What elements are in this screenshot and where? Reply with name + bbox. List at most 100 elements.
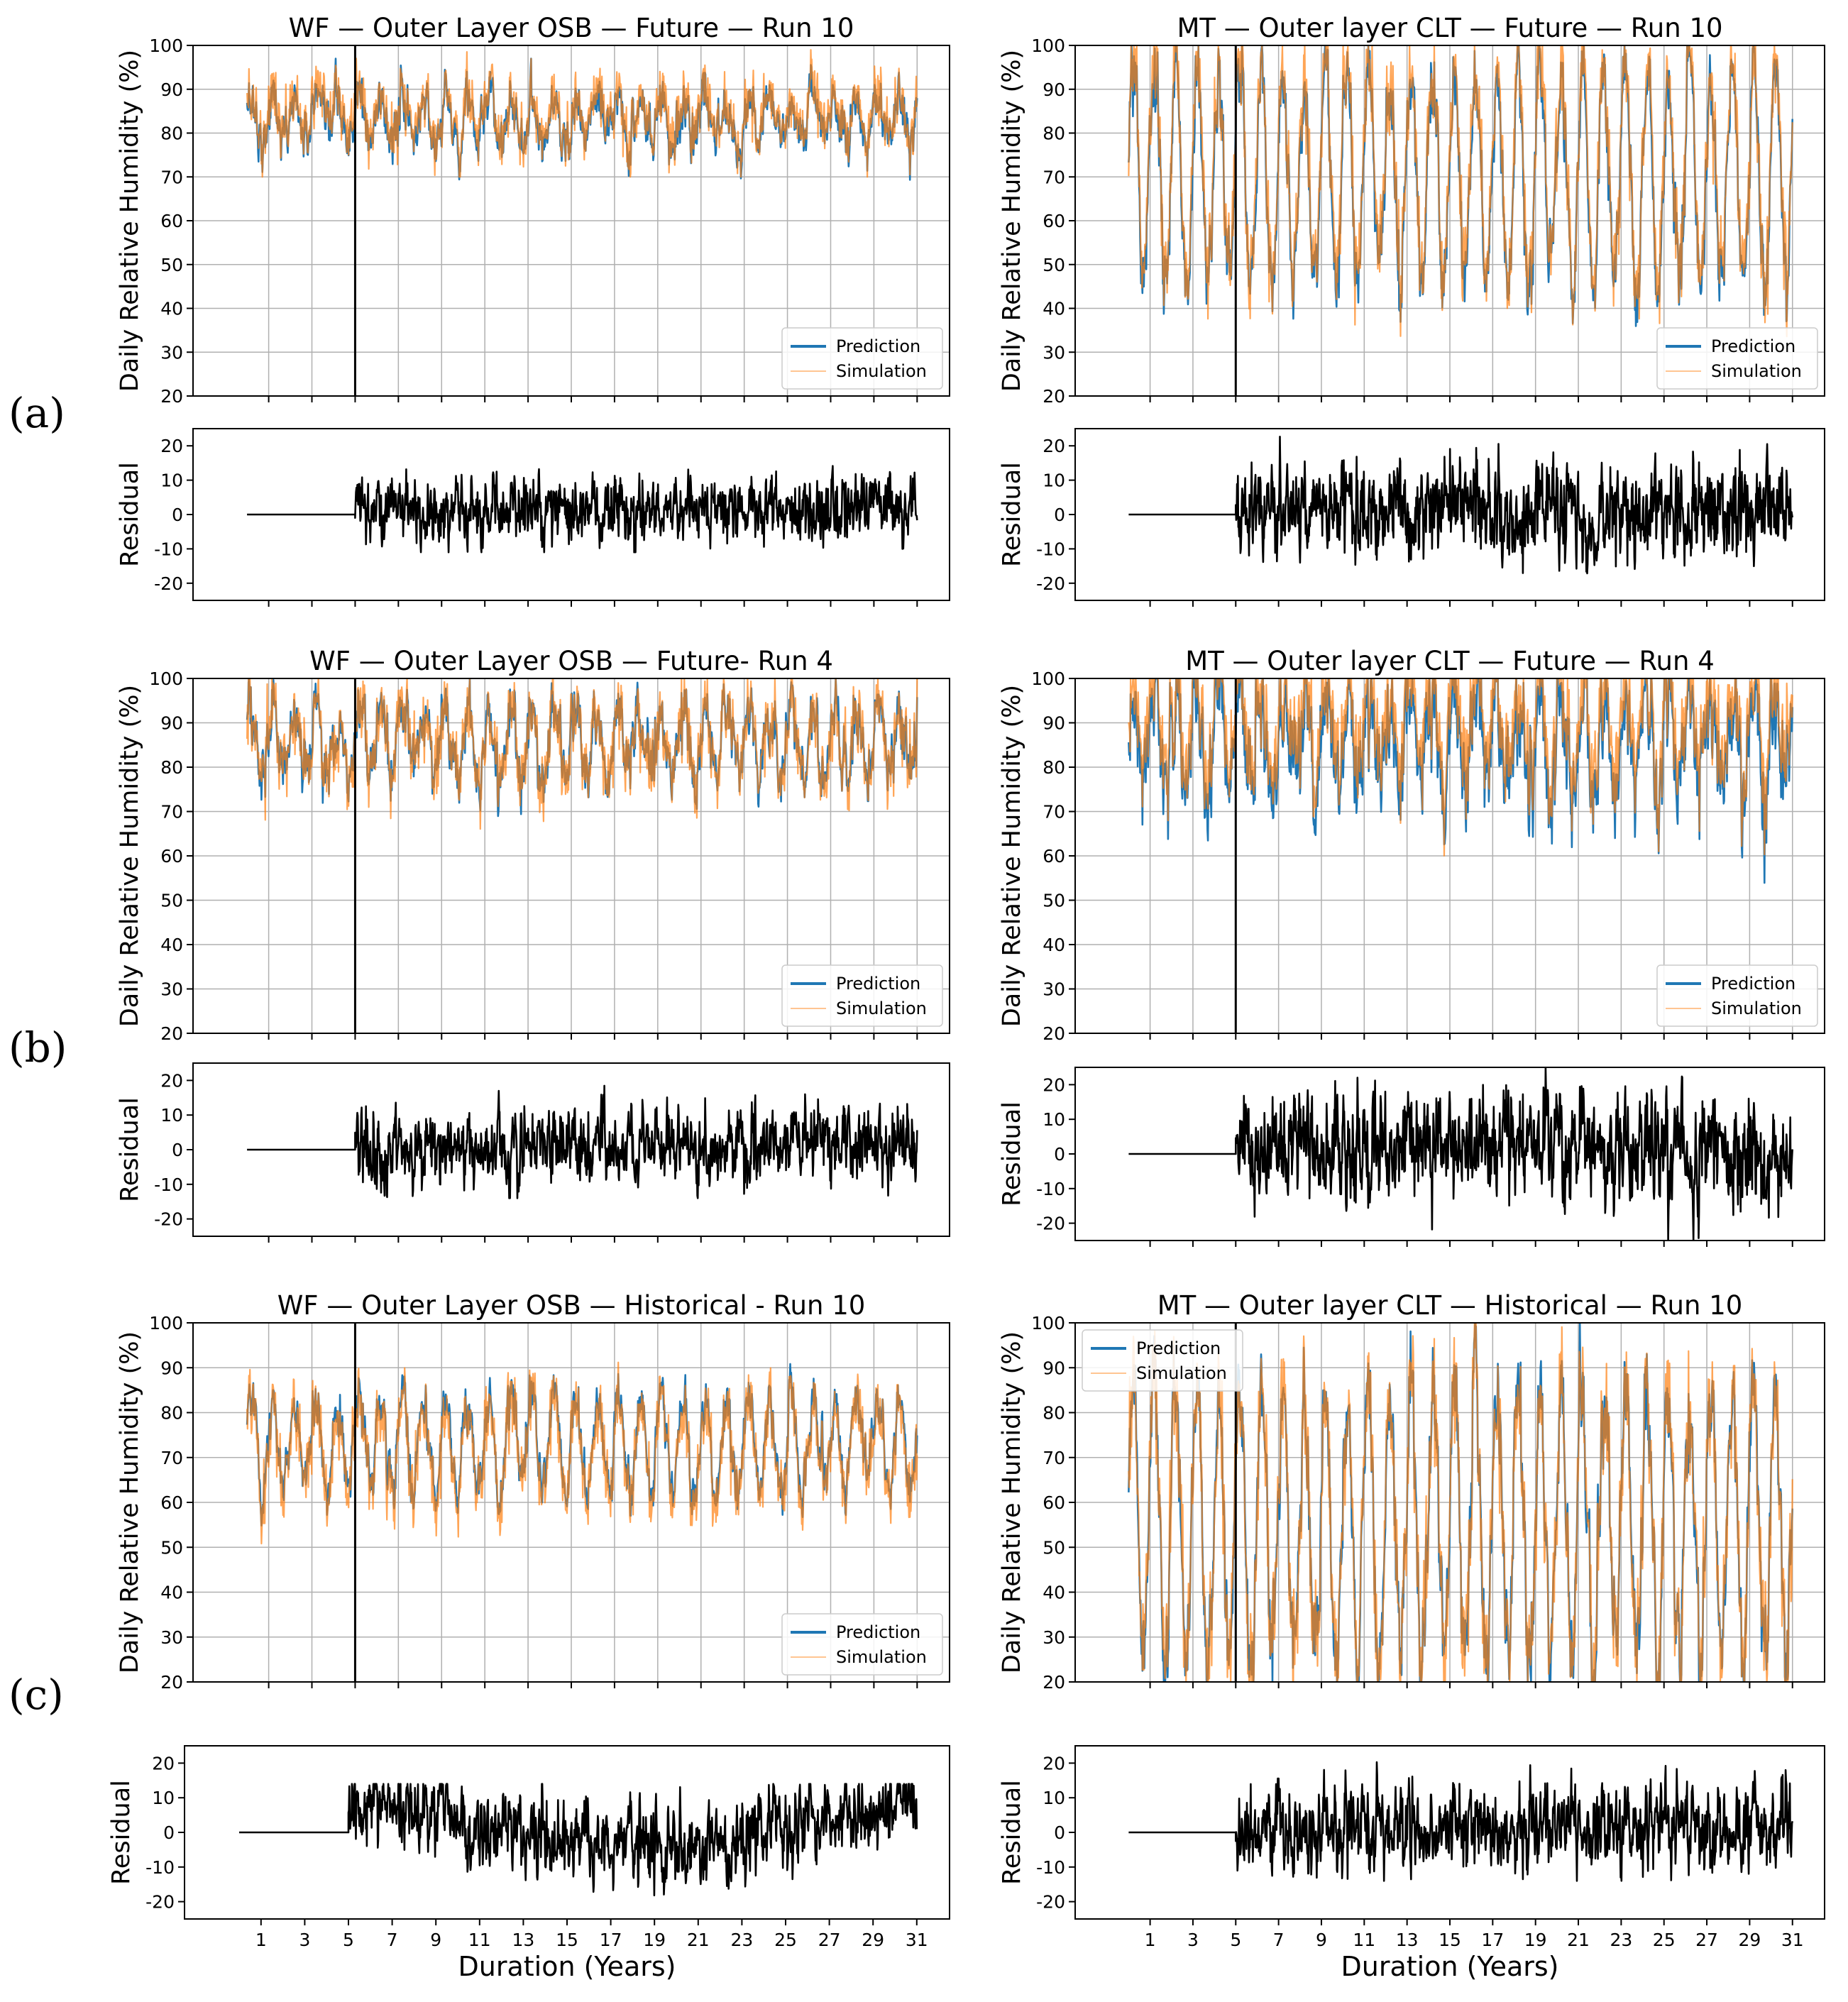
y-tick-label: 80	[1043, 123, 1065, 144]
chart-panel-c-left: 2030405060708090100PredictionSimulationW…	[107, 1290, 950, 1982]
x-tick-label: 17	[600, 1930, 622, 1950]
legend: Prediction Simulation	[781, 964, 943, 1027]
y-tick-label: 50	[160, 255, 183, 275]
legend-label-prediction: Prediction	[1711, 974, 1795, 994]
residual-y-axis-label: Residual	[116, 462, 144, 567]
x-tick-label: 11	[1353, 1930, 1375, 1950]
main-plot: 20 30 40 50 60 70 80 90 100 Prediction Simulation W…	[116, 13, 950, 407]
y-tick-label: 90	[1043, 1358, 1065, 1378]
y-tick-label: 60	[1043, 1492, 1065, 1513]
legend-label-prediction: Prediction	[1711, 336, 1795, 356]
y-axis-label: Daily Relative Humidity (%)	[998, 50, 1026, 392]
y-tick-label: 0	[172, 1140, 183, 1160]
main-plot: 20 30 40 50 60 70 80 90 100 Prediction Simulation M…	[998, 1290, 1825, 1693]
y-tick-label: 30	[1043, 1627, 1065, 1648]
x-axis-label: Duration (Years)	[458, 1951, 676, 1982]
y-tick-label: 90	[160, 713, 183, 734]
y-tick-label: -20	[1036, 573, 1065, 594]
x-tick-label: 31	[1781, 1930, 1804, 1950]
legend: Prediction Simulation	[1082, 1329, 1243, 1392]
legend: Prediction Simulation	[1656, 964, 1818, 1027]
x-tick-label: 25	[1653, 1930, 1676, 1950]
y-tick-label: 60	[160, 846, 183, 867]
chart-title: MT — Outer layer CLT — Future — Run 4	[1185, 646, 1715, 676]
x-tick-label: 27	[818, 1930, 841, 1950]
y-tick-label: 50	[160, 1537, 183, 1558]
panel-label-a: (a)	[9, 389, 65, 437]
legend-frame	[781, 1613, 943, 1676]
y-tick-label: 50	[1043, 891, 1065, 911]
legend-frame	[1656, 327, 1818, 390]
y-tick-label: 70	[1043, 167, 1065, 187]
series-line-residual	[1128, 436, 1793, 575]
main-plot: 20 30 40 50 60 70 80 90 100 Prediction Simulation W…	[116, 1290, 950, 1693]
y-tick-label: -10	[154, 539, 183, 559]
x-tick-label: 11	[468, 1930, 491, 1950]
y-tick-label: 40	[1043, 299, 1065, 319]
y-tick-label: -20	[154, 573, 183, 594]
x-tick-label: 9	[430, 1930, 441, 1950]
x-tick-label: 31	[906, 1930, 928, 1950]
y-tick-label: 50	[1043, 255, 1065, 275]
y-tick-label: 40	[160, 299, 183, 319]
x-tick-label: 19	[1524, 1930, 1547, 1950]
y-tick-label: -10	[145, 1857, 175, 1878]
y-tick-label: 70	[160, 802, 183, 823]
y-tick-label: 60	[1043, 211, 1065, 231]
y-tick-label: -20	[1036, 1214, 1065, 1234]
x-tick-label: 7	[387, 1930, 398, 1950]
y-tick-label: 90	[160, 79, 183, 100]
legend-frame	[781, 964, 943, 1027]
x-tick-label: 29	[862, 1930, 884, 1950]
legend: Prediction Simulation	[1656, 327, 1818, 390]
x-tick-label: 19	[643, 1930, 666, 1950]
legend-label-simulation: Simulation	[836, 1647, 927, 1667]
residual-plot: -20 -10 0 10 20 Residual	[998, 1067, 1825, 1247]
y-tick-label: 80	[1043, 757, 1065, 778]
series-line-simulation	[1128, 678, 1793, 857]
y-tick-label: 50	[1043, 1537, 1065, 1558]
y-tick-label: 20	[1043, 386, 1065, 407]
chart-panel-a-right: 2030405060708090100PredictionSimulationM…	[998, 13, 1825, 607]
x-tick-label: 3	[299, 1930, 310, 1950]
y-tick-label: 10	[1043, 471, 1065, 491]
y-tick-label: 30	[160, 342, 183, 363]
y-tick-label: 60	[1043, 846, 1065, 867]
series-line-residual	[239, 1783, 918, 1896]
x-tick-label: 7	[1273, 1930, 1285, 1950]
y-tick-label: 100	[149, 1313, 183, 1333]
y-tick-label: 40	[1043, 1583, 1065, 1603]
y-tick-label: 0	[1054, 505, 1065, 525]
y-tick-label: 90	[1043, 713, 1065, 734]
chart-panel-b-right: 2030405060708090100PredictionSimulationM…	[998, 646, 1825, 1247]
y-tick-label: 20	[1043, 1074, 1065, 1095]
x-tick-label: 1	[1145, 1930, 1156, 1950]
legend: Prediction Simulation	[781, 1613, 943, 1676]
residual-y-axis-label: Residual	[998, 1780, 1026, 1885]
chart-title: WF — Outer Layer OSB — Historical - Run …	[277, 1290, 866, 1321]
legend-label-prediction: Prediction	[836, 1622, 920, 1642]
legend-frame	[781, 327, 943, 390]
legend: Prediction Simulation	[781, 327, 943, 390]
y-tick-label: 0	[1054, 1822, 1065, 1843]
chart-panel-c-right: 2030405060708090100PredictionSimulationM…	[998, 1290, 1825, 1982]
legend-label-simulation: Simulation	[1711, 361, 1802, 381]
y-axis-label: Daily Relative Humidity (%)	[998, 685, 1026, 1027]
legend-label-simulation: Simulation	[836, 999, 927, 1018]
y-tick-label: 80	[160, 757, 183, 778]
x-tick-label: 23	[730, 1930, 753, 1950]
y-tick-label: 20	[160, 1023, 183, 1044]
y-axis-label: Daily Relative Humidity (%)	[116, 50, 144, 392]
residual-y-axis-label: Residual	[107, 1780, 136, 1885]
x-tick-label: 9	[1316, 1930, 1327, 1950]
legend-frame	[1082, 1329, 1243, 1392]
y-tick-label: -10	[1036, 1179, 1065, 1199]
x-tick-label: 23	[1610, 1930, 1632, 1950]
x-tick-label: 1	[255, 1930, 267, 1950]
y-tick-label: -10	[154, 1175, 183, 1195]
y-tick-label: 10	[160, 471, 183, 491]
x-tick-label: 21	[687, 1930, 710, 1950]
y-tick-label: 30	[1043, 979, 1065, 1000]
y-tick-label: -10	[1036, 1857, 1065, 1878]
